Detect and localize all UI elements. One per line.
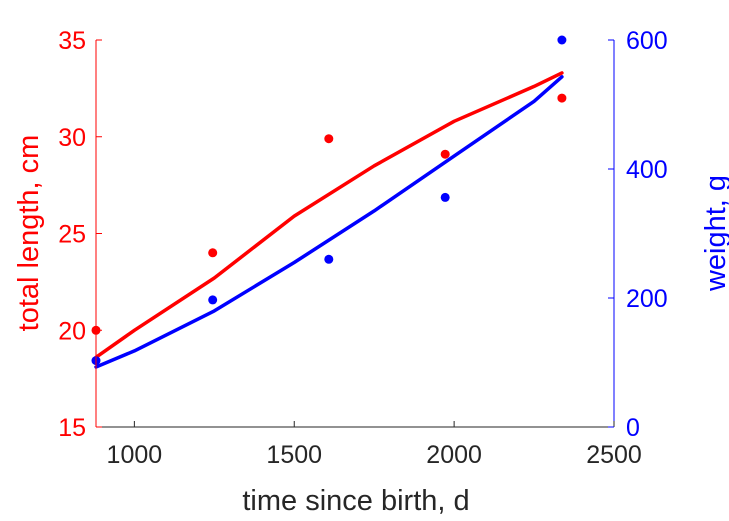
left-y-tick-label: 15 (58, 414, 86, 442)
weight-data-point (324, 254, 334, 264)
right-y-tick-label: 200 (626, 285, 668, 313)
length-data-point (440, 149, 450, 159)
left-y-tick-label: 25 (58, 221, 86, 249)
x-tick-label: 2000 (426, 441, 482, 469)
right-y-tick-label: 400 (626, 156, 668, 184)
right-y-tick-label: 600 (626, 27, 668, 55)
left-y-tick-label: 30 (58, 124, 86, 152)
length-data-point (208, 248, 218, 258)
weight-data-point (440, 192, 450, 202)
axes (95, 39, 615, 428)
x-axis-label: time since birth, d (242, 485, 469, 517)
right-y-tick-label: 0 (626, 414, 640, 442)
length-fit-line (94, 71, 564, 360)
tick-labels: 1000 1500 2000 2500 15 20 25 30 35 0 200 400 600 (58, 27, 668, 469)
weight-data-point (557, 35, 567, 45)
left-y-tick-label: 20 (58, 317, 86, 345)
weight-data-point (208, 295, 218, 305)
plot-points (91, 35, 567, 366)
left-y-tick-label: 35 (58, 27, 86, 55)
x-tick-label: 2500 (586, 441, 642, 469)
plot-lines (94, 71, 564, 369)
x-tick-label: 1000 (107, 441, 163, 469)
length-data-point (324, 134, 334, 144)
length-data-point (557, 93, 567, 103)
weight-fit-line (94, 75, 564, 369)
right-y-axis-label: weight, g (700, 175, 729, 292)
x-tick-label: 1500 (266, 441, 322, 469)
left-y-axis-label: total length, cm (13, 135, 45, 332)
